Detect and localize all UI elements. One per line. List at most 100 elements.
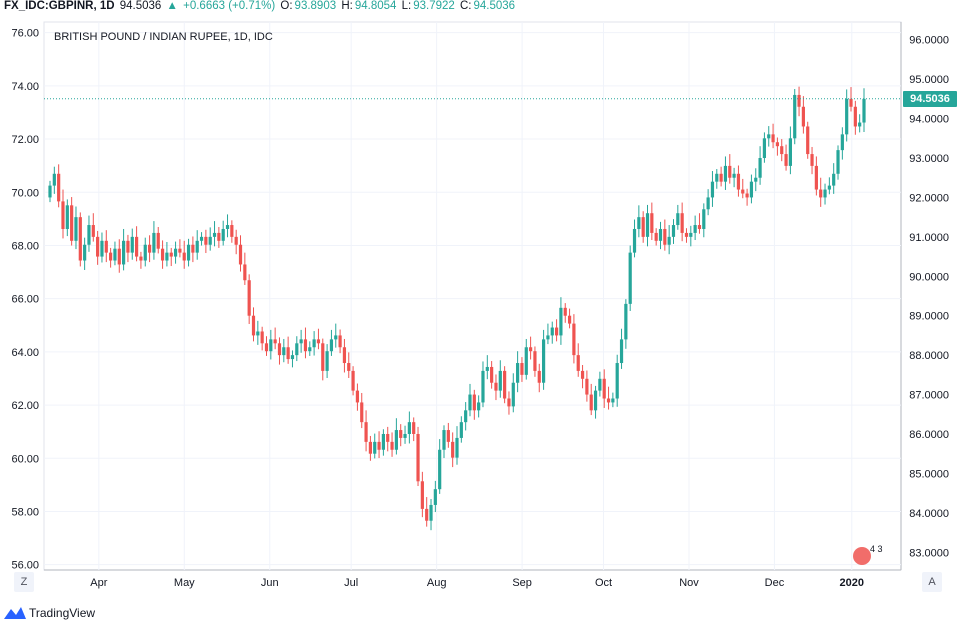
event-badge-count: 4 3 <box>870 544 883 554</box>
candle-body <box>377 441 381 450</box>
candle-body <box>628 252 632 304</box>
candle-body <box>589 394 593 411</box>
candle-body <box>537 370 541 383</box>
right-tick-label: 90.0000 <box>909 271 949 283</box>
candle-body <box>801 106 805 127</box>
candle-body <box>749 181 754 198</box>
candle-body <box>299 339 303 344</box>
candle-body <box>702 209 706 229</box>
candle-body <box>459 422 463 438</box>
last-price-tag: 94.5036 <box>903 90 957 107</box>
candle-body <box>169 252 173 257</box>
change-value: +0.6663 (+0.71%) <box>183 0 276 12</box>
candle-body <box>126 240 130 253</box>
candle-body <box>550 327 554 336</box>
candle-body <box>706 197 710 210</box>
candle-body <box>373 441 377 454</box>
event-badge-icon <box>853 547 871 565</box>
candle-body <box>503 370 507 399</box>
candle-body <box>230 225 234 237</box>
auto-scale-button[interactable]: A <box>922 572 942 592</box>
candle-body <box>745 193 749 198</box>
candle-body <box>645 213 650 237</box>
candle-body <box>264 343 269 352</box>
candle-body <box>788 138 792 166</box>
candle-body <box>96 236 100 257</box>
zoom-reset-button[interactable]: Z <box>14 572 34 592</box>
candle-body <box>420 481 424 509</box>
candle-body <box>606 398 611 403</box>
candle-body <box>91 225 95 237</box>
left-tick-label: 74.00 <box>11 81 39 93</box>
candle-body <box>217 232 221 241</box>
low-value: 93.7922 <box>413 0 455 12</box>
symbol-label[interactable]: FX_IDC:GBPINR, 1D <box>4 0 115 12</box>
candle-body <box>689 232 693 237</box>
candle-body <box>61 201 65 229</box>
candle-body <box>290 355 295 360</box>
candle-body <box>780 146 784 155</box>
candle-body <box>100 240 104 257</box>
candle-body <box>641 217 645 237</box>
candle-body <box>736 173 741 190</box>
candle-body <box>286 347 290 360</box>
candle-body <box>429 504 433 521</box>
left-tick-label: 58.00 <box>11 506 39 518</box>
x-tick-label: Oct <box>595 577 612 589</box>
right-tick-label: 91.0000 <box>909 232 949 244</box>
candle-body <box>273 339 277 344</box>
candle-body <box>823 189 827 198</box>
candle-body <box>282 347 286 356</box>
candle-body <box>52 173 56 186</box>
candle-body <box>580 370 585 379</box>
close-label: C: <box>459 0 472 12</box>
candle-body <box>381 433 385 450</box>
candle-body <box>511 382 515 407</box>
candle-body <box>546 335 550 340</box>
candle-body <box>494 382 498 391</box>
x-tick-label: Jul <box>344 577 358 589</box>
x-tick-label: May <box>174 577 195 589</box>
candle-body <box>563 307 567 316</box>
candle-body <box>741 189 745 194</box>
left-tick-label: 56.00 <box>11 560 39 572</box>
tradingview-logo[interactable]: TradingView <box>4 606 95 620</box>
candle-body <box>238 244 243 265</box>
candle-body <box>593 390 598 411</box>
candle-body <box>165 252 169 261</box>
right-tick-label: 94.0000 <box>909 114 949 126</box>
candle-body <box>728 165 732 178</box>
candle-body <box>355 390 360 403</box>
candle-body <box>658 228 663 241</box>
candle-body <box>671 225 676 237</box>
low-label: L: <box>401 0 412 12</box>
candle-body <box>572 323 576 356</box>
candle-body <box>178 248 182 253</box>
x-tick-label: Jun <box>261 577 279 589</box>
x-tick-label: Dec <box>765 577 785 589</box>
candle-body <box>87 225 91 245</box>
candle-body <box>191 244 195 253</box>
candle-body <box>481 370 485 403</box>
chart-title: BRITISH POUND / INDIAN RUPEE, 1D, IDC <box>54 31 273 43</box>
candle-body <box>845 98 849 135</box>
candle-body <box>416 433 420 482</box>
candle-body <box>74 217 78 241</box>
candle-body <box>719 173 723 182</box>
candle-body <box>70 205 74 241</box>
candle-body <box>407 422 411 434</box>
candle-body <box>122 240 126 265</box>
candle-body <box>83 244 87 261</box>
x-tick-label: Aug <box>427 577 447 589</box>
candle-body <box>334 335 338 340</box>
candle-body <box>364 422 368 442</box>
candle-body <box>156 232 160 249</box>
candle-body <box>269 339 273 352</box>
candle-body <box>472 394 476 411</box>
candle-body <box>771 134 775 143</box>
candle-body <box>247 280 251 316</box>
candle-body <box>208 236 212 245</box>
right-tick-label: 87.0000 <box>909 390 949 402</box>
